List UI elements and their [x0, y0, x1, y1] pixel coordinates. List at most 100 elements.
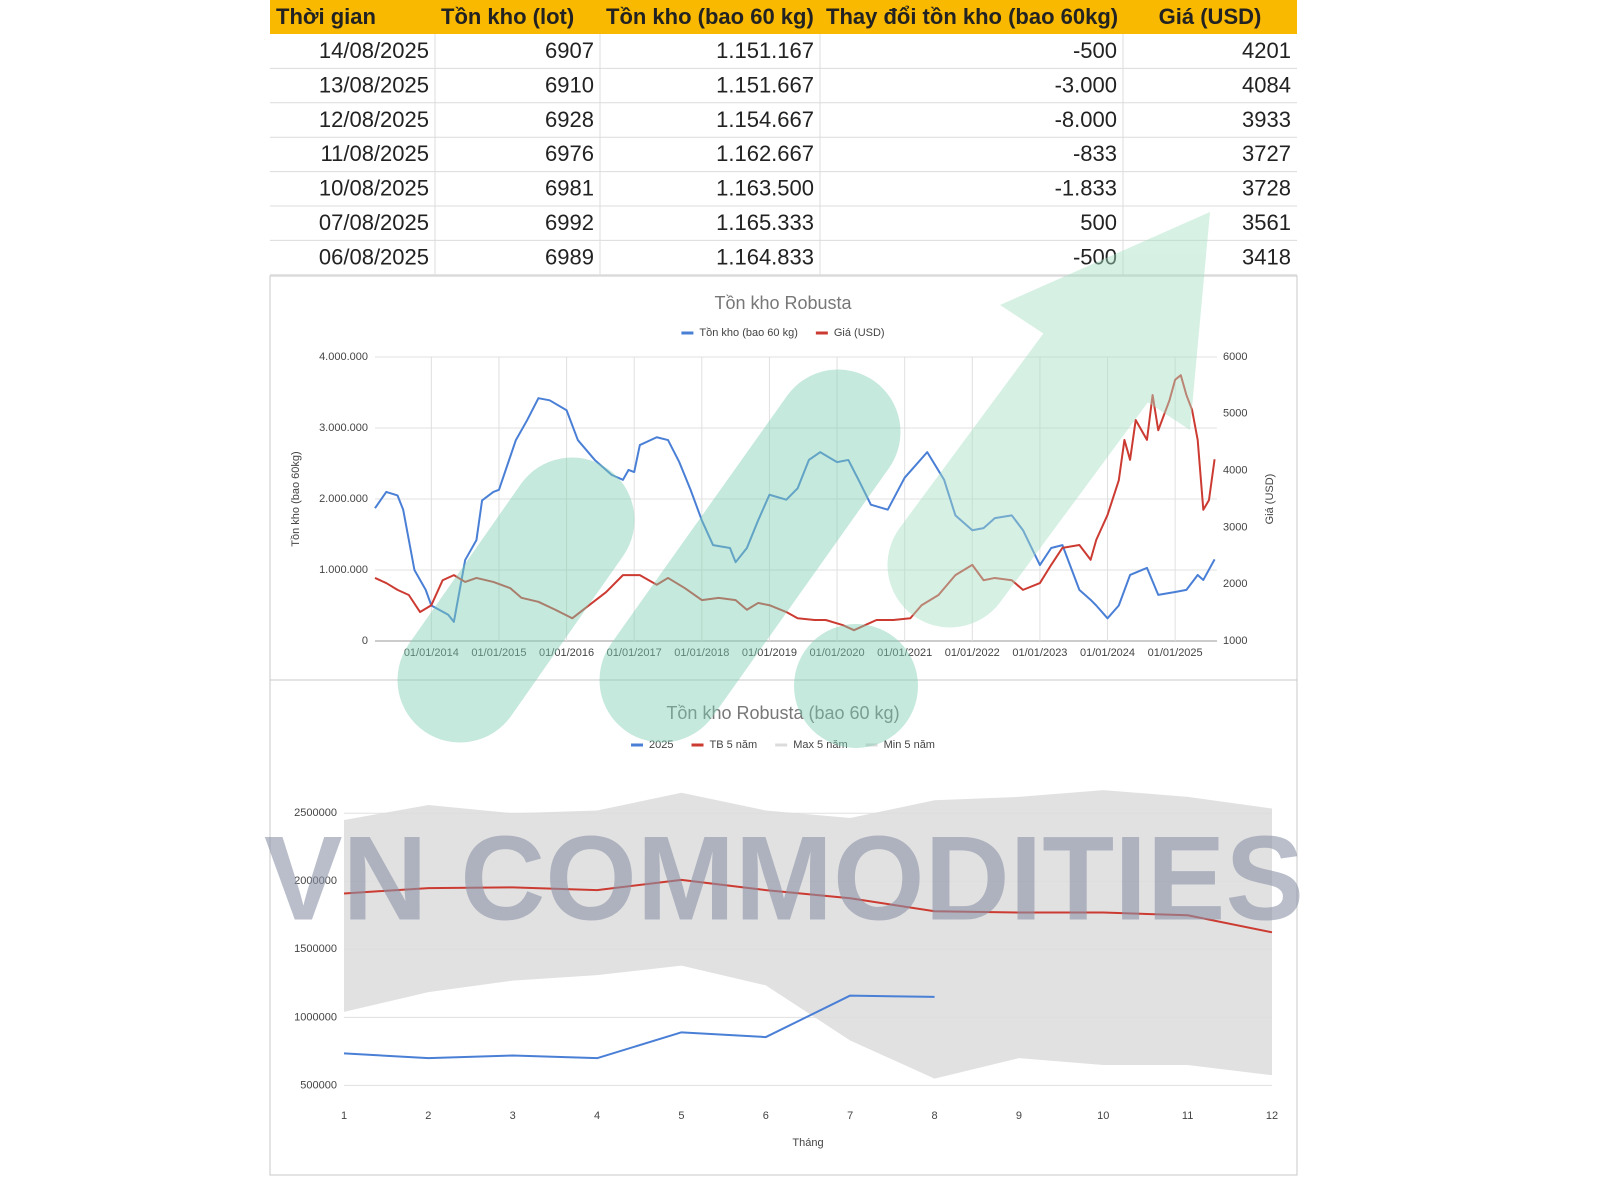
- logo-arrow-shaft: [887, 272, 1183, 628]
- legend-label: Min 5 năm: [884, 739, 935, 751]
- table-header-cell: Giá (USD): [1159, 4, 1262, 29]
- watermark: VN COMMODITIES: [264, 812, 1304, 946]
- table-cell: 14/08/2025: [319, 38, 429, 63]
- y2-tick-label: 6000: [1223, 351, 1247, 363]
- table-cell: 10/08/2025: [319, 176, 429, 201]
- logo-stroke: [397, 457, 635, 743]
- x-tick-label: 7: [847, 1110, 853, 1122]
- table-cell: 1.151.667: [716, 72, 814, 97]
- table-cell: 6981: [545, 176, 594, 201]
- table-cell: 6992: [545, 210, 594, 235]
- legend-swatch: [815, 331, 828, 335]
- table-cell: -833: [1073, 141, 1117, 166]
- series-line: [374, 374, 1216, 632]
- y2-tick-label: 4000: [1223, 465, 1247, 477]
- table-cell: -3.000: [1055, 72, 1117, 97]
- x-tick-label: 6: [763, 1110, 769, 1122]
- legend-swatch: [691, 743, 704, 747]
- y-tick-label: 0: [362, 635, 368, 647]
- x-tick-label: 2: [425, 1110, 431, 1122]
- y2-tick-label: 1000: [1223, 635, 1247, 647]
- legend-label: Tồn kho (bao 60 kg): [699, 327, 797, 339]
- table-cell: 6989: [545, 244, 594, 269]
- legend-label: 2025: [649, 739, 673, 751]
- table-cell: 1.162.667: [716, 141, 814, 166]
- table-cell: 4201: [1242, 38, 1291, 63]
- table-cell: 12/08/2025: [319, 107, 429, 132]
- table-cell: 3727: [1242, 141, 1291, 166]
- chart-frame: [269, 275, 1298, 681]
- x-tick-label: 01/01/2025: [1148, 647, 1203, 659]
- x-tick-label: 01/01/2023: [1012, 647, 1067, 659]
- chart-title: Tồn kho Robusta: [714, 293, 852, 313]
- chart-title: Tồn kho Robusta (bao 60 kg): [666, 703, 899, 723]
- y-tick-label: 3.000.000: [319, 422, 368, 434]
- logo-dot: [794, 624, 918, 748]
- y-tick-label: 4.000.000: [319, 351, 368, 363]
- x-tick-label: 10: [1097, 1110, 1109, 1122]
- x-tick-label: 1: [341, 1110, 347, 1122]
- legend-swatch: [681, 331, 694, 335]
- legend-label: Max 5 năm: [793, 739, 847, 751]
- table-cell: 1.154.667: [716, 107, 814, 132]
- table-cell: 11/08/2025: [321, 141, 429, 166]
- x-axis-title: Tháng: [792, 1137, 823, 1149]
- x-tick-label: 01/01/2018: [674, 647, 729, 659]
- legend-label: TB 5 năm: [710, 739, 758, 751]
- table-cell: -8.000: [1055, 107, 1117, 132]
- x-tick-label: 01/01/2024: [1080, 647, 1135, 659]
- table-cell: 1.165.333: [716, 210, 814, 235]
- table: Thời gian Tồn kho (lot) Tồn kho (bao 60 kg…: [270, 4, 1297, 276]
- table-cell: 1.164.833: [716, 244, 814, 269]
- table-cell: 1.163.500: [716, 176, 814, 201]
- x-tick-label: 01/01/2020: [810, 647, 865, 659]
- x-tick-label: 8: [931, 1110, 937, 1122]
- table-cell: 3933: [1242, 107, 1291, 132]
- legend: Tồn kho (bao 60 kg) Giá (USD): [681, 327, 885, 339]
- y-tick-label: 1500000: [294, 943, 337, 955]
- x-tick-label: 01/01/2021: [877, 647, 932, 659]
- table-cell: 3418: [1242, 244, 1291, 269]
- table-cell: -500: [1073, 244, 1117, 269]
- table-header-bg: [270, 0, 1297, 34]
- y-axis-title: Tồn kho (bao 60kg): [290, 451, 302, 546]
- y2-tick-label: 5000: [1223, 408, 1247, 420]
- table-cell: 3561: [1242, 210, 1291, 235]
- x-tick-label: 5: [678, 1110, 684, 1122]
- x-tick-label: 01/01/2014: [404, 647, 459, 659]
- y2-axis-title: Giá (USD): [1264, 474, 1276, 525]
- table-header-cell: Tồn kho (bao 60 kg): [606, 4, 814, 29]
- y-tick-label: 500000: [300, 1079, 337, 1091]
- logo-arrow-head: [1000, 212, 1210, 430]
- table-cell: 13/08/2025: [319, 72, 429, 97]
- y2-tick-label: 2000: [1223, 578, 1247, 590]
- x-tick-label: 3: [510, 1110, 516, 1122]
- table-header-cell: Thay đổi tồn kho (bao 60kg): [826, 4, 1118, 29]
- table-header-cell: Thời gian: [276, 4, 376, 29]
- table-cell: -500: [1073, 38, 1117, 63]
- table-header-cell: Tồn kho (lot): [441, 4, 574, 29]
- x-tick-label: 01/01/2019: [742, 647, 797, 659]
- y-tick-label: 2000000: [294, 875, 337, 887]
- table-cell: 07/08/2025: [319, 210, 429, 235]
- series-line: [374, 397, 1216, 623]
- x-tick-label: 11: [1182, 1110, 1193, 1122]
- y2-tick-label: 3000: [1223, 521, 1247, 533]
- table-cell: -1.833: [1055, 176, 1117, 201]
- x-tick-label: 12: [1266, 1110, 1278, 1122]
- table-cell: 6907: [545, 38, 594, 63]
- y-tick-label: 2.000.000: [319, 493, 368, 505]
- table-cell: 3728: [1242, 176, 1291, 201]
- logo-decoration: [397, 212, 1210, 748]
- table-cell: 6910: [545, 72, 594, 97]
- series-line: [343, 878, 1273, 934]
- y-tick-label: 1.000.000: [319, 564, 368, 576]
- y-tick-label: 1000000: [294, 1011, 337, 1023]
- legend-swatch: [775, 743, 788, 747]
- legend-label: Giá (USD): [834, 327, 885, 339]
- table-cell: 4084: [1242, 72, 1291, 97]
- x-tick-label: 01/01/2015: [471, 647, 526, 659]
- range-band: [344, 790, 1272, 1079]
- series-line: [343, 994, 935, 1060]
